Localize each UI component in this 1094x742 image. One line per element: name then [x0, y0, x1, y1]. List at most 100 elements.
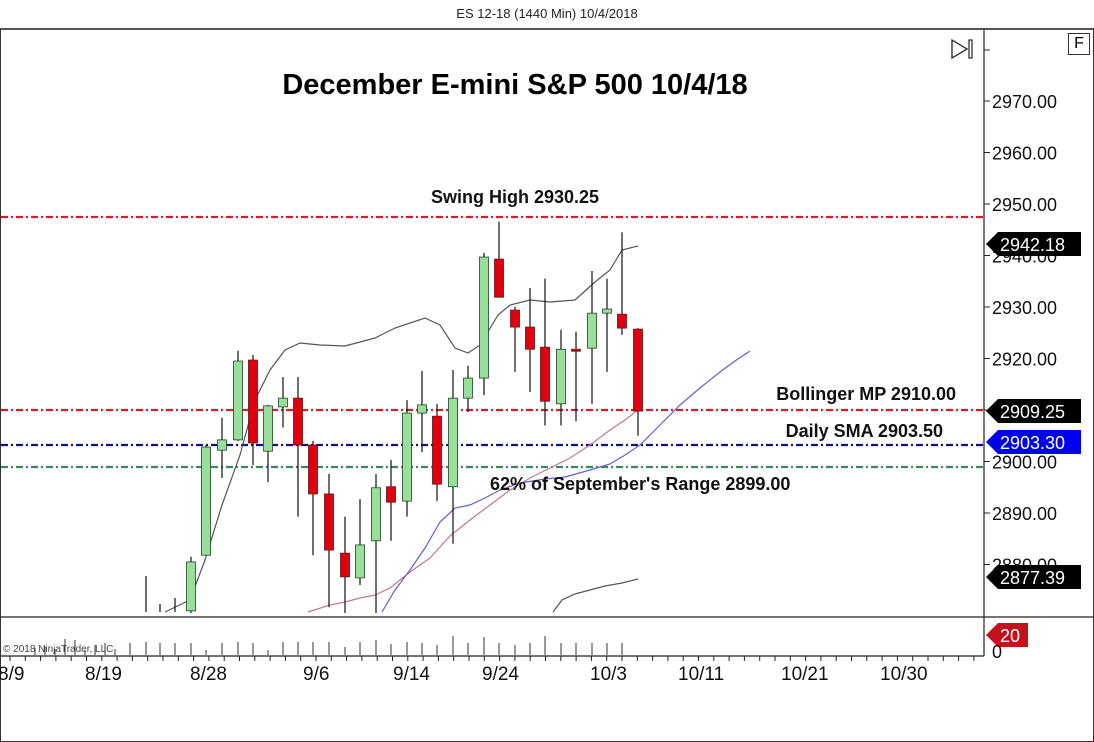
candle[interactable] — [186, 556, 196, 613]
candle-body — [510, 309, 520, 328]
swing-high-label: Swing High 2930.25 — [431, 187, 599, 207]
candle[interactable] — [278, 377, 288, 428]
price-tags: 2942.18 2909.25 2903.30 2877.39 20 — [986, 232, 1081, 647]
candle-body — [233, 360, 243, 441]
price-tick-label: 2960.00 — [992, 144, 1057, 164]
candle-body — [479, 256, 489, 379]
candle-body — [293, 397, 303, 446]
candle[interactable] — [602, 278, 612, 372]
price-tag-shape — [986, 623, 1028, 647]
candle[interactable] — [293, 377, 303, 517]
candle-body — [355, 544, 365, 579]
price-tick-label: 2930.00 — [992, 298, 1057, 318]
candle[interactable] — [432, 403, 442, 502]
candle[interactable] — [633, 328, 643, 436]
candle-body — [525, 326, 535, 350]
bollinger-mp-label: Bollinger MP 2910.00 — [776, 384, 956, 404]
daily-sma-label: Daily SMA 2903.50 — [786, 421, 943, 441]
price-tag-shape — [986, 232, 1081, 256]
date-label: 9/14 — [393, 664, 430, 685]
price-axis: 2970.002960.002950.002940.002930.002920.… — [984, 49, 1057, 576]
date-label: 10/30 — [880, 664, 928, 685]
scroll-to-end-button[interactable] — [950, 38, 976, 60]
price-tag-text: 2903.30 — [1000, 433, 1065, 453]
candle[interactable] — [556, 329, 566, 426]
price-tag-text: 2909.25 — [1000, 402, 1065, 422]
date-label: 9/24 — [482, 664, 519, 685]
window-title: ES 12-18 (1440 Min) 10/4/2018 — [456, 6, 638, 21]
candle-body — [308, 444, 318, 495]
play-to-end-icon — [951, 38, 973, 60]
candle[interactable] — [479, 252, 489, 396]
price-tick-label: 2900.00 — [992, 453, 1057, 473]
candle-body — [340, 552, 350, 578]
candlesticks — [145, 221, 643, 613]
candle-body — [587, 312, 597, 349]
candle[interactable] — [201, 445, 211, 556]
indicator-line — [164, 245, 639, 613]
price-tick-label: 2920.00 — [992, 350, 1057, 370]
price-tag-shape — [986, 399, 1081, 423]
candle-body — [556, 348, 566, 405]
candle[interactable] — [386, 459, 396, 541]
candle-body — [186, 561, 196, 612]
indicator-line — [381, 350, 751, 613]
candle[interactable] — [510, 307, 520, 372]
price-tag: 20 — [986, 623, 1028, 647]
candle[interactable] — [233, 350, 243, 441]
candle[interactable] — [248, 354, 258, 466]
volume-bars — [34, 636, 623, 655]
price-tick-label: 2970.00 — [992, 92, 1057, 112]
candle-body — [633, 328, 643, 412]
date-label: 8/28 — [190, 664, 227, 685]
price-tick-label: 2950.00 — [992, 195, 1057, 215]
candle-body — [417, 404, 427, 414]
candle[interactable] — [324, 473, 334, 608]
candle[interactable] — [217, 417, 227, 478]
candle-body — [463, 377, 473, 399]
candle-body — [386, 486, 396, 503]
candle-body — [448, 397, 458, 488]
candle[interactable] — [417, 370, 427, 453]
candle-body — [201, 446, 211, 556]
date-label: 10/11 — [678, 664, 724, 685]
candle-body — [263, 405, 273, 452]
candle[interactable] — [463, 365, 473, 413]
candle-body — [278, 397, 288, 408]
price-tag: 2877.39 — [986, 565, 1081, 589]
volume-zero-label: 0 — [992, 642, 1002, 662]
horizontal-lines — [1, 215, 984, 469]
indicator-line — [552, 578, 639, 613]
candle-body — [571, 348, 581, 352]
candle-body — [371, 487, 381, 542]
candle-body — [432, 415, 442, 485]
candle[interactable] — [263, 404, 273, 483]
price-tag-shape — [986, 430, 1081, 454]
date-label: 10/21 — [781, 664, 829, 685]
candle[interactable] — [587, 270, 597, 404]
price-tag-text: 2942.18 — [1000, 235, 1065, 255]
candle-body — [248, 359, 258, 444]
candle-body — [617, 313, 627, 329]
candle[interactable] — [571, 331, 581, 422]
candle[interactable] — [525, 287, 535, 392]
f-button[interactable]: F — [1068, 33, 1090, 55]
candle[interactable] — [540, 278, 550, 426]
price-tag-text: 2877.39 — [1000, 568, 1065, 588]
candle[interactable] — [340, 516, 350, 613]
chart-title: December E-mini S&P 500 10/4/18 — [282, 69, 747, 101]
candle[interactable] — [448, 369, 458, 544]
candle[interactable] — [402, 400, 412, 517]
candle-body — [217, 439, 227, 451]
candle[interactable] — [355, 499, 365, 586]
candle[interactable] — [494, 221, 504, 298]
date-label: 10/3 — [590, 664, 627, 685]
candle[interactable] — [371, 473, 381, 613]
candle[interactable] — [617, 232, 627, 335]
price-tag-shape — [986, 565, 1081, 589]
candle[interactable] — [308, 440, 318, 556]
indicator-line — [307, 409, 639, 613]
price-tag-text: 20 — [1000, 626, 1020, 646]
candle-body — [602, 308, 612, 314]
